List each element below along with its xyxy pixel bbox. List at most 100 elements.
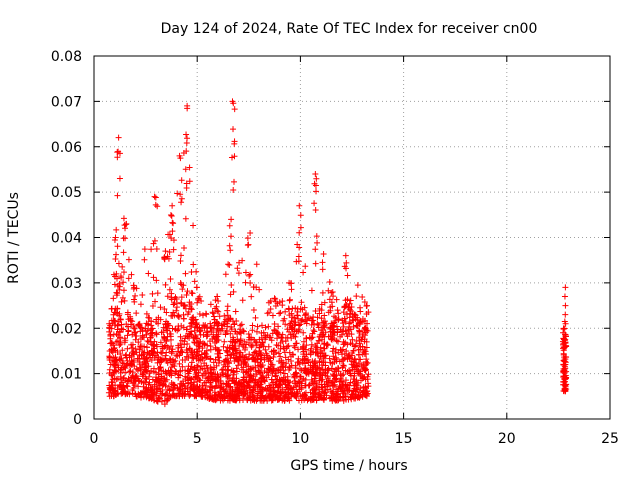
data-point (337, 375, 344, 382)
data-point (290, 333, 297, 340)
data-point (335, 338, 342, 345)
data-point (190, 261, 197, 268)
data-point (145, 321, 152, 328)
data-point (229, 334, 236, 341)
data-point (182, 166, 189, 173)
data-point (120, 215, 127, 222)
data-point (312, 365, 319, 372)
data-point (313, 188, 320, 195)
data-point (172, 294, 179, 301)
data-point (287, 280, 294, 287)
data-point (259, 372, 266, 379)
data-point (350, 376, 357, 383)
data-point (170, 384, 177, 391)
data-point (295, 397, 302, 404)
data-point (224, 312, 231, 319)
data-point (300, 393, 307, 400)
data-point (321, 352, 328, 359)
data-point (291, 392, 298, 399)
data-point (300, 269, 307, 276)
data-point (186, 392, 193, 399)
data-point (562, 356, 569, 363)
data-point (201, 323, 208, 330)
data-point (161, 306, 168, 313)
data-point (342, 252, 349, 259)
data-point (258, 322, 265, 329)
data-point (318, 315, 325, 322)
data-point (277, 380, 284, 387)
data-point (188, 268, 195, 275)
data-point (168, 290, 175, 297)
data-point (185, 355, 192, 362)
data-point (171, 312, 178, 319)
data-point (269, 361, 276, 368)
data-point (114, 192, 121, 199)
data-point (111, 375, 118, 382)
data-point (225, 359, 232, 366)
data-point (243, 368, 250, 375)
data-point (141, 246, 148, 253)
data-point (267, 357, 274, 364)
data-point (177, 279, 184, 286)
data-point (129, 390, 136, 397)
data-point (277, 353, 284, 360)
data-point (151, 381, 158, 388)
data-point (157, 364, 164, 371)
data-point (166, 371, 173, 378)
data-point (214, 307, 221, 314)
data-point (277, 345, 284, 352)
data-point (561, 325, 568, 332)
data-point (313, 175, 320, 182)
data-point (293, 383, 300, 390)
data-point (241, 354, 248, 361)
data-point (148, 318, 155, 325)
data-point (237, 322, 244, 329)
data-point (321, 386, 328, 393)
data-point (349, 352, 356, 359)
data-point (191, 278, 198, 285)
data-point (365, 371, 372, 378)
data-point (124, 332, 131, 339)
data-point (288, 318, 295, 325)
data-point (289, 391, 296, 398)
data-point (302, 317, 309, 324)
data-point (176, 393, 183, 400)
data-point (161, 377, 168, 384)
data-point (231, 320, 238, 327)
data-point (137, 301, 144, 308)
data-point (151, 237, 158, 244)
data-point (195, 385, 202, 392)
data-point (228, 281, 235, 288)
data-point (188, 363, 195, 370)
data-point (344, 272, 351, 279)
data-point (331, 313, 338, 320)
data-point (153, 397, 160, 404)
x-axis-label: GPS time / hours (290, 458, 407, 474)
data-point (192, 391, 199, 398)
data-point (229, 387, 236, 394)
data-point (259, 339, 266, 346)
data-point (308, 341, 315, 348)
data-point (137, 344, 144, 351)
data-point (302, 389, 309, 396)
data-point (303, 335, 310, 342)
data-point (179, 363, 186, 370)
data-point (224, 349, 231, 356)
data-point (145, 314, 152, 321)
data-point (230, 126, 237, 133)
data-point (141, 390, 148, 397)
data-point (141, 364, 148, 371)
data-point (207, 301, 214, 308)
data-point (146, 395, 153, 402)
data-point (254, 381, 261, 388)
data-point (206, 373, 213, 380)
data-point (270, 379, 277, 386)
data-point (343, 348, 350, 355)
data-point (152, 201, 159, 208)
x-tick-label: 10 (291, 431, 309, 447)
data-point (302, 376, 309, 383)
data-point (295, 346, 302, 353)
data-point (174, 353, 181, 360)
data-point (160, 368, 167, 375)
data-point (116, 342, 123, 349)
